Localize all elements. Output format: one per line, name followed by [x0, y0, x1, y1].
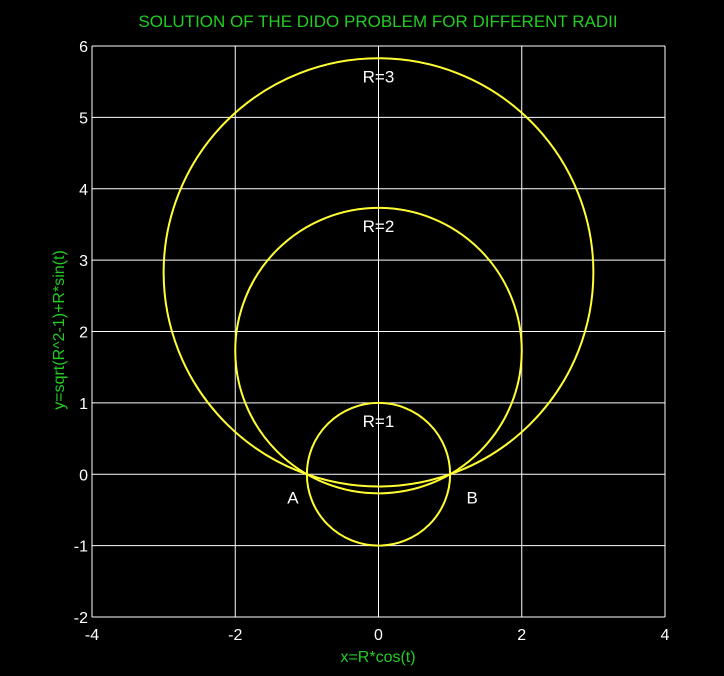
series-label: R=3 [363, 67, 395, 86]
y-tick-label: 6 [79, 39, 88, 56]
y-tick-label: -1 [74, 539, 88, 556]
y-tick-label: 5 [79, 110, 88, 127]
y-tick-label: 0 [79, 467, 88, 484]
series-circle-r2 [234, 206, 523, 495]
y-tick-label: 2 [79, 325, 88, 342]
y-tick-label: 3 [79, 253, 88, 270]
series-label: R=2 [363, 217, 395, 236]
curves [162, 57, 595, 547]
point-label: A [287, 488, 299, 507]
point-label: B [466, 488, 477, 507]
y-axis-label: y=sqrt(R^2-1)+R*sin(t) [51, 250, 68, 410]
annotations: R=1 R=2 R=3 A B [287, 67, 478, 507]
chart-title: SOLUTION OF THE DIDO PROBLEM FOR DIFFERE… [138, 12, 617, 31]
x-tick-label: 0 [374, 627, 383, 644]
y-tick-label: 4 [79, 182, 88, 199]
x-tick-label: 4 [661, 627, 670, 644]
x-tick-label: -4 [85, 627, 99, 644]
series-label: R=1 [363, 412, 395, 431]
series-circle-r3 [162, 57, 595, 488]
x-tick-label: -2 [228, 627, 242, 644]
x-axis-label: x=R*cos(t) [340, 649, 415, 666]
grid [91, 45, 666, 618]
x-tick-label: 2 [517, 627, 526, 644]
y-tick-label: -2 [74, 610, 88, 627]
y-tick-label: 1 [79, 396, 88, 413]
